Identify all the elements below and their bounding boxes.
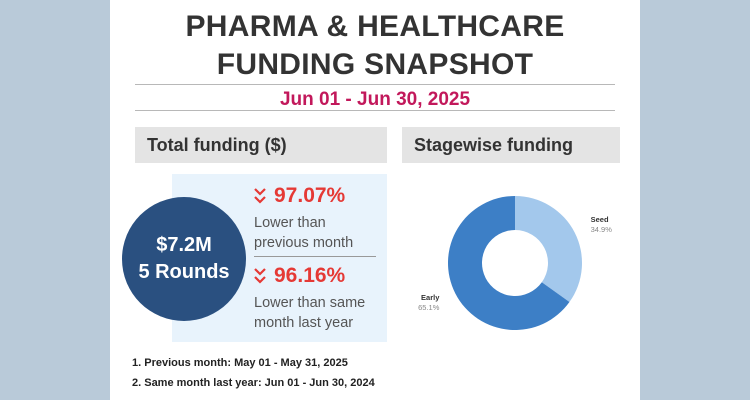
metric-desc-line: previous month	[254, 235, 354, 251]
snapshot-card: PHARMA & HEALTHCARE FUNDING SNAPSHOT Jun…	[110, 0, 640, 400]
total-rounds: 5 Rounds	[138, 261, 230, 283]
slice-label-seed: Seed	[591, 215, 609, 224]
date-range: Jun 01 - Jun 30, 2025	[279, 89, 471, 110]
footnotes: 1. Previous month: May 01 - May 31, 2025…	[132, 357, 375, 397]
page-title: PHARMA & HEALTHCARE FUNDING SNAPSHOT	[110, 8, 640, 84]
donut-slice-early	[448, 196, 570, 330]
footnote: 1. Previous month: May 01 - May 31, 2025	[132, 357, 348, 369]
date-divider	[135, 110, 615, 111]
slice-value-early: 65.1%	[418, 303, 440, 312]
metric-divider	[254, 256, 376, 257]
metric-percent: 97.07%	[274, 184, 346, 207]
total-funding-heading: Total funding ($)	[135, 127, 387, 163]
down-chevrons-icon	[254, 268, 266, 284]
footnote: 2. Same month last year: Jun 01 - Jun 30…	[132, 377, 375, 389]
metric-desc-line: Lower than same	[254, 295, 366, 311]
metric-percent: 96.16%	[274, 264, 346, 287]
donut-slice-seed	[515, 196, 582, 303]
metric-desc-line: Lower than	[254, 215, 326, 231]
total-funding-circle: $7.2M 5 Rounds	[122, 197, 246, 321]
stagewise-heading: Stagewise funding	[402, 127, 620, 163]
slice-value-seed: 34.9%	[591, 225, 613, 234]
metric-previous-month: 97.07% Lower than previous month	[254, 184, 382, 253]
title-line-1: PHARMA & HEALTHCARE	[185, 10, 565, 43]
title-divider	[135, 84, 615, 85]
metric-same-month-last-year: 96.16% Lower than same month last year	[254, 264, 382, 333]
total-amount: $7.2M	[156, 234, 212, 256]
metric-desc-line: month last year	[254, 315, 354, 331]
slice-label-early: Early	[421, 293, 440, 302]
title-line-2: FUNDING SNAPSHOT	[216, 48, 534, 81]
down-chevrons-icon	[254, 188, 266, 204]
